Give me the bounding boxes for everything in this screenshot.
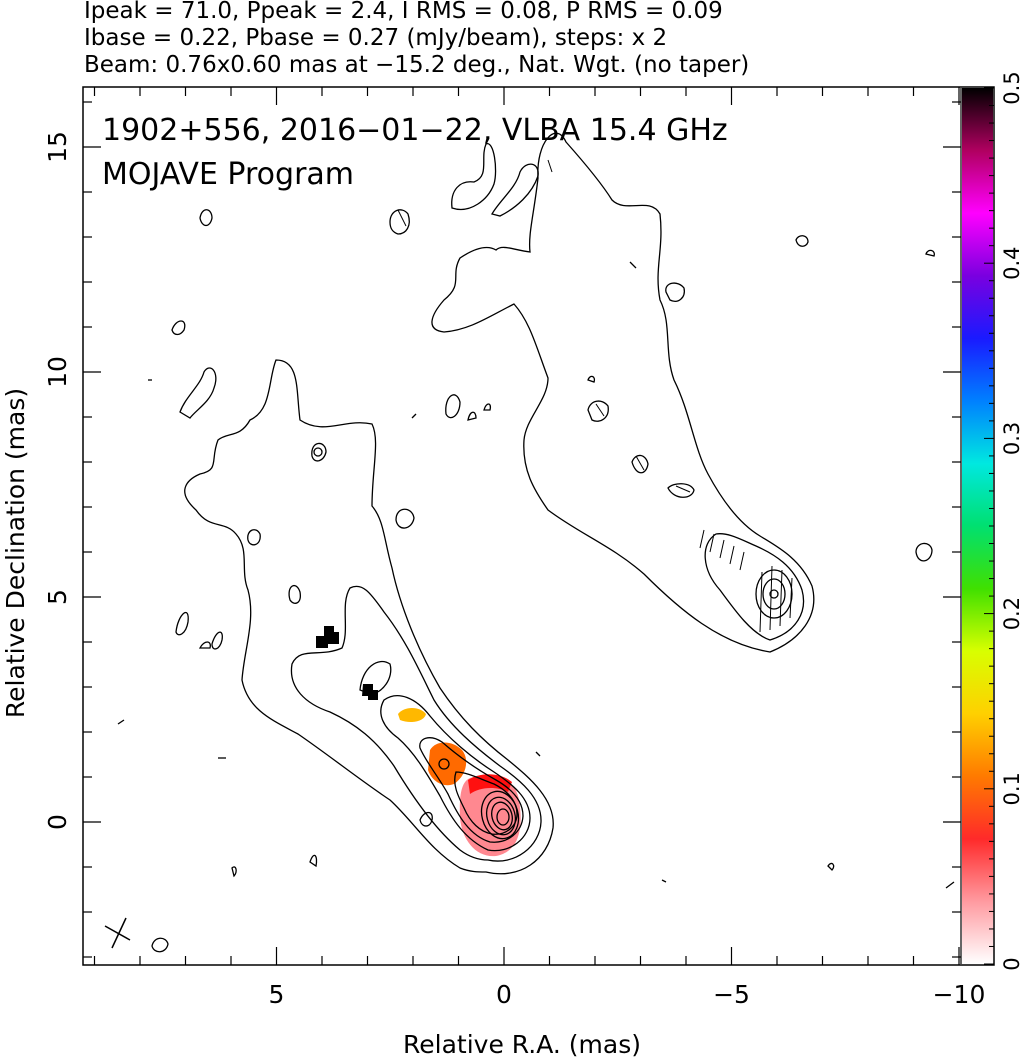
- colorbar-tick-label: 0.4: [1000, 246, 1022, 279]
- right-contour-blob-d: [665, 282, 685, 302]
- right-contour-blob-f: [631, 454, 649, 474]
- contour-9: [496, 808, 510, 826]
- right-contour-5: [769, 589, 779, 599]
- beam-marker: [104, 917, 131, 949]
- contour-hole: [359, 660, 392, 695]
- right-contour-blob-m: [587, 375, 596, 383]
- contour-blob-a: [419, 811, 433, 827]
- right-contour-blob-c: [389, 209, 410, 235]
- contour-blob-j: [198, 641, 211, 649]
- pol-yellow-region: [398, 708, 426, 722]
- contour-2: [290, 585, 542, 862]
- header-line-1: Ipeak = 71.0, Ppeak = 2.4, I RMS = 0.08,…: [84, 0, 723, 24]
- contour-blob-o: [231, 866, 237, 878]
- contour-blob-f: [311, 442, 327, 462]
- contour-8: [491, 801, 513, 831]
- x-axis-label: Relative R.A. (mas): [403, 1030, 641, 1059]
- contour-dot-b: [117, 719, 125, 725]
- right-contour-blob-l: [483, 403, 492, 411]
- contour-5: [454, 771, 518, 835]
- y-axis-label: Relative Declination (mas): [1, 388, 30, 718]
- pol-black-region-2: [316, 626, 339, 648]
- x-tick-label: −5: [713, 980, 750, 1009]
- contour-3: [380, 695, 531, 852]
- right-contour-blob-k: [467, 411, 477, 421]
- y-tick-label: 15: [43, 131, 72, 163]
- axis-ticks: 5 0 −5 −10 0 5 10 15: [43, 87, 985, 1009]
- contour-dot-g: [945, 881, 955, 889]
- colorbar-tick-label: 0.2: [1000, 597, 1022, 630]
- y-tick-label: 10: [43, 356, 72, 388]
- left-image: [104, 209, 955, 953]
- pol-black-region-1: [362, 684, 378, 700]
- right-contour-blob-a: [451, 143, 497, 210]
- right-pol-vectors: [397, 159, 793, 633]
- chart-title: 1902+556, 2016−01−22, VLBA 15.4 GHz: [102, 113, 728, 148]
- right-contour-blob-e: [587, 400, 609, 422]
- pol-red-region: [468, 774, 512, 794]
- contour-7: [485, 796, 517, 836]
- contour-outer: [184, 359, 554, 875]
- header-line-2: Ibase = 0.22, Pbase = 0.27 (mJy/beam), s…: [84, 25, 668, 51]
- left-contours: [117, 209, 955, 953]
- contour-dot-f: [661, 879, 667, 883]
- contour-blob-b: [175, 611, 189, 636]
- pol-orange-region: [428, 742, 467, 786]
- contour-blob-h: [445, 394, 461, 419]
- contour-blob-g: [313, 447, 323, 457]
- y-tick-label: 5: [43, 589, 72, 605]
- chart-subtitle: MOJAVE Program: [102, 157, 354, 192]
- contour-dot-d: [411, 413, 417, 419]
- right-contour-4: [762, 578, 786, 610]
- pol-core-region: [459, 774, 521, 857]
- colorbar-tick-label: 0: [1000, 957, 1022, 970]
- colorbar: [962, 88, 993, 964]
- colorbar-tick-label: 0.1: [1000, 772, 1022, 805]
- contour-blob-m: [151, 937, 169, 953]
- right-contour-blob-i: [915, 542, 933, 562]
- contour-blob-q: [179, 367, 217, 419]
- polarization-map: [316, 626, 521, 857]
- contour-6: [480, 790, 520, 840]
- x-tick-label: −10: [933, 980, 986, 1009]
- contour-blob-n: [309, 854, 318, 868]
- y-tick-label: 0: [43, 814, 72, 830]
- right-contour-2: [704, 533, 805, 641]
- right-contour-3: [755, 569, 793, 619]
- contour-blob-l: [199, 209, 213, 227]
- colorbar-tick-label: 0.5: [1000, 71, 1022, 104]
- contour-blob-c: [288, 584, 301, 604]
- contour-blob-d: [247, 529, 261, 546]
- right-contour-blob-h: [795, 235, 809, 247]
- right-contour-blob-b: [491, 163, 539, 217]
- contour-blob-k: [171, 320, 186, 336]
- right-contour-outer: [431, 132, 815, 653]
- right-image: [389, 132, 935, 653]
- contour-dot-e: [535, 751, 541, 757]
- contour-blob-p: [827, 862, 835, 871]
- right-contour-blob-g: [667, 483, 695, 498]
- contour-blob-e: [395, 508, 415, 529]
- right-contour-dot-a: [629, 261, 637, 269]
- contour-4: [419, 737, 524, 843]
- x-tick-label: 0: [496, 980, 512, 1009]
- contour-knot: [438, 758, 450, 770]
- contour-blob-i: [211, 631, 223, 650]
- colorbar-tick-label: 0.3: [1000, 422, 1022, 455]
- header-line-3: Beam: 0.76x0.60 mas at −15.2 deg., Nat. …: [84, 52, 750, 78]
- colorbar-ticks: 0 0.1 0.2 0.3 0.4 0.5: [984, 71, 1022, 971]
- right-contour-blob-j: [925, 249, 935, 257]
- x-tick-label: 5: [269, 980, 285, 1009]
